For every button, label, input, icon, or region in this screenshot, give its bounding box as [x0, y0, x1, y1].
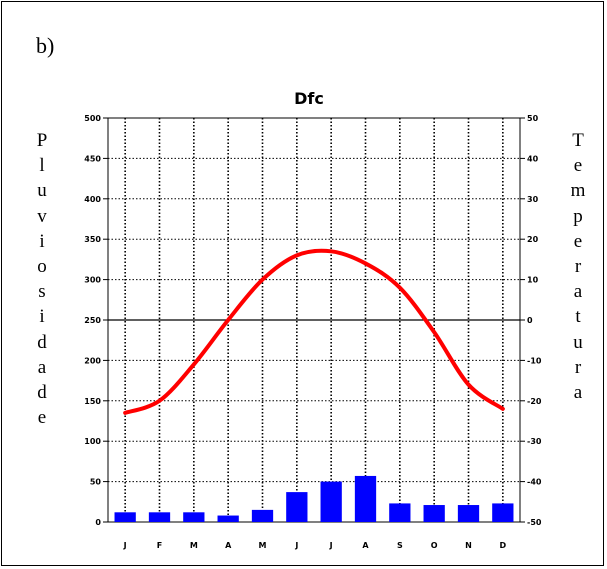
right-tick-label: -40: [527, 478, 542, 487]
left-tick-label: 350: [84, 235, 101, 244]
precipitation-bar: [286, 492, 308, 522]
month-label: J: [123, 541, 127, 550]
right-axis-title-letter: r: [574, 256, 582, 278]
left-tick-label: 400: [84, 195, 101, 204]
precipitation-bars: [114, 475, 514, 522]
right-tick-label: 40: [527, 154, 539, 163]
right-tick-label: -30: [527, 437, 542, 446]
precipitation-bar: [114, 512, 136, 522]
right-axis-title-letter: a: [573, 281, 583, 303]
precipitation-bar: [251, 509, 274, 522]
left-tick-label: 50: [90, 478, 102, 487]
right-axis-title-letter: e: [573, 155, 583, 177]
chart-title: Dfc: [294, 89, 324, 108]
precipitation-bar: [492, 503, 514, 522]
month-label: S: [397, 541, 403, 550]
left-tick-label: 150: [84, 397, 101, 406]
left-tick-label: 250: [84, 316, 101, 325]
month-label: M: [259, 541, 267, 550]
right-axis-title-letter: r: [574, 356, 582, 378]
left-tick-label: 450: [84, 154, 101, 163]
right-tick-label: 0: [527, 316, 533, 325]
left-axis-title-letter: l: [39, 155, 45, 177]
panel-label: b): [36, 33, 55, 58]
precipitation-bar: [389, 503, 411, 522]
right-axis-title-letter: t: [575, 306, 581, 328]
month-label: O: [431, 541, 438, 550]
chart-grid: [107, 117, 521, 523]
precipitation-bar: [354, 475, 377, 522]
right-tick-label: 50: [527, 114, 539, 123]
month-label: J: [294, 541, 298, 550]
month-label: A: [225, 541, 232, 550]
temperature-line: [123, 248, 505, 415]
right-axis-title-letter: a: [573, 382, 583, 404]
left-axis-title-letter: P: [36, 130, 48, 151]
right-tick-label: 10: [527, 276, 539, 285]
precipitation-bar: [183, 512, 205, 522]
precipitation-bar: [457, 505, 480, 522]
right-tick-label: -10: [527, 356, 542, 365]
month-label: A: [362, 541, 369, 550]
precipitation-bar: [320, 481, 342, 522]
precipitation-bar: [423, 505, 445, 522]
left-axis-title-letter: e: [37, 407, 47, 429]
right-axis-ticks: -50 -40 -30 -20 -10 0 10 20 30 40 50: [520, 114, 542, 527]
right-tick-label: -20: [527, 397, 542, 406]
left-axis-title-letter: i: [39, 306, 45, 328]
left-tick-label: 0: [95, 518, 101, 527]
precipitation-bar: [148, 512, 171, 522]
precipitation-bar: [217, 515, 239, 522]
left-tick-label: 300: [84, 276, 101, 285]
right-axis-title-letter: p: [573, 205, 583, 227]
left-tick-label: 500: [84, 114, 101, 123]
right-axis-title-letter: e: [573, 230, 583, 252]
left-axis-title-letter: o: [37, 256, 47, 278]
right-axis-title-letter: u: [573, 331, 583, 353]
left-axis-ticks: 0 50 100 150 200 250 300 350 400 450 500: [84, 114, 108, 527]
left-axis-title-letter: v: [37, 205, 47, 227]
month-label: D: [500, 541, 507, 550]
left-axis-title-letter: d: [37, 331, 47, 353]
month-label: M: [190, 541, 198, 550]
left-axis-title-letter: a: [37, 356, 47, 378]
left-tick-label: 200: [84, 356, 101, 365]
temperature-series-line: [123, 248, 505, 415]
month-label: F: [157, 541, 162, 550]
right-axis-title-letter: T: [572, 130, 584, 151]
right-tick-label: 30: [527, 195, 539, 204]
left-axis-title-letter: s: [38, 281, 46, 303]
right-tick-label: -50: [527, 518, 542, 527]
month-label: N: [465, 541, 472, 550]
left-axis-title-letter: u: [37, 180, 47, 202]
month-label: J: [329, 541, 333, 550]
right-axis-title-letter: m: [570, 180, 586, 202]
left-axis-title-letter: d: [37, 382, 47, 404]
left-axis-title-letter: i: [39, 230, 45, 252]
right-tick-label: 20: [527, 235, 539, 244]
left-tick-label: 100: [84, 437, 101, 446]
